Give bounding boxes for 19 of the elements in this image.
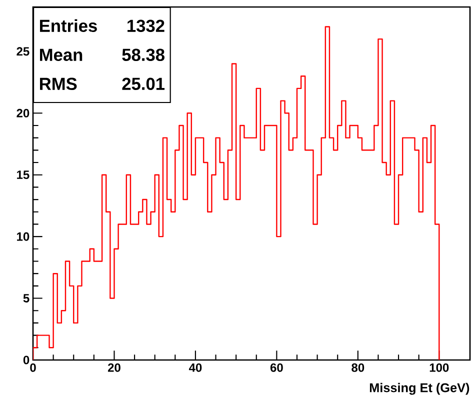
- y-tick-label: 5: [23, 294, 30, 302]
- y-tick-label: 20: [16, 108, 30, 118]
- x-tick-label: 40: [188, 363, 202, 372]
- annotation: RMS: [40, 78, 77, 90]
- annotation: 1332: [128, 20, 164, 32]
- annotation: 25.01: [122, 78, 165, 90]
- x-tick-label: 0: [30, 363, 36, 372]
- x-tick-label: 20: [108, 363, 120, 372]
- x-axis-title: Missing Et (GeV): [370, 382, 470, 395]
- annotation: 58.38: [122, 48, 164, 62]
- x-tick-label: 60: [270, 363, 283, 372]
- y-tick-label: 0: [23, 356, 30, 364]
- x-tick-label: 80: [352, 363, 364, 372]
- x-tick-label: 100: [430, 363, 449, 372]
- y-tick-label: 10: [17, 232, 30, 241]
- annotation: Mean: [40, 48, 82, 61]
- annotation: Entries: [40, 19, 97, 32]
- y-tick-label: 15: [17, 170, 30, 180]
- y-tick-label: 25: [16, 47, 30, 56]
